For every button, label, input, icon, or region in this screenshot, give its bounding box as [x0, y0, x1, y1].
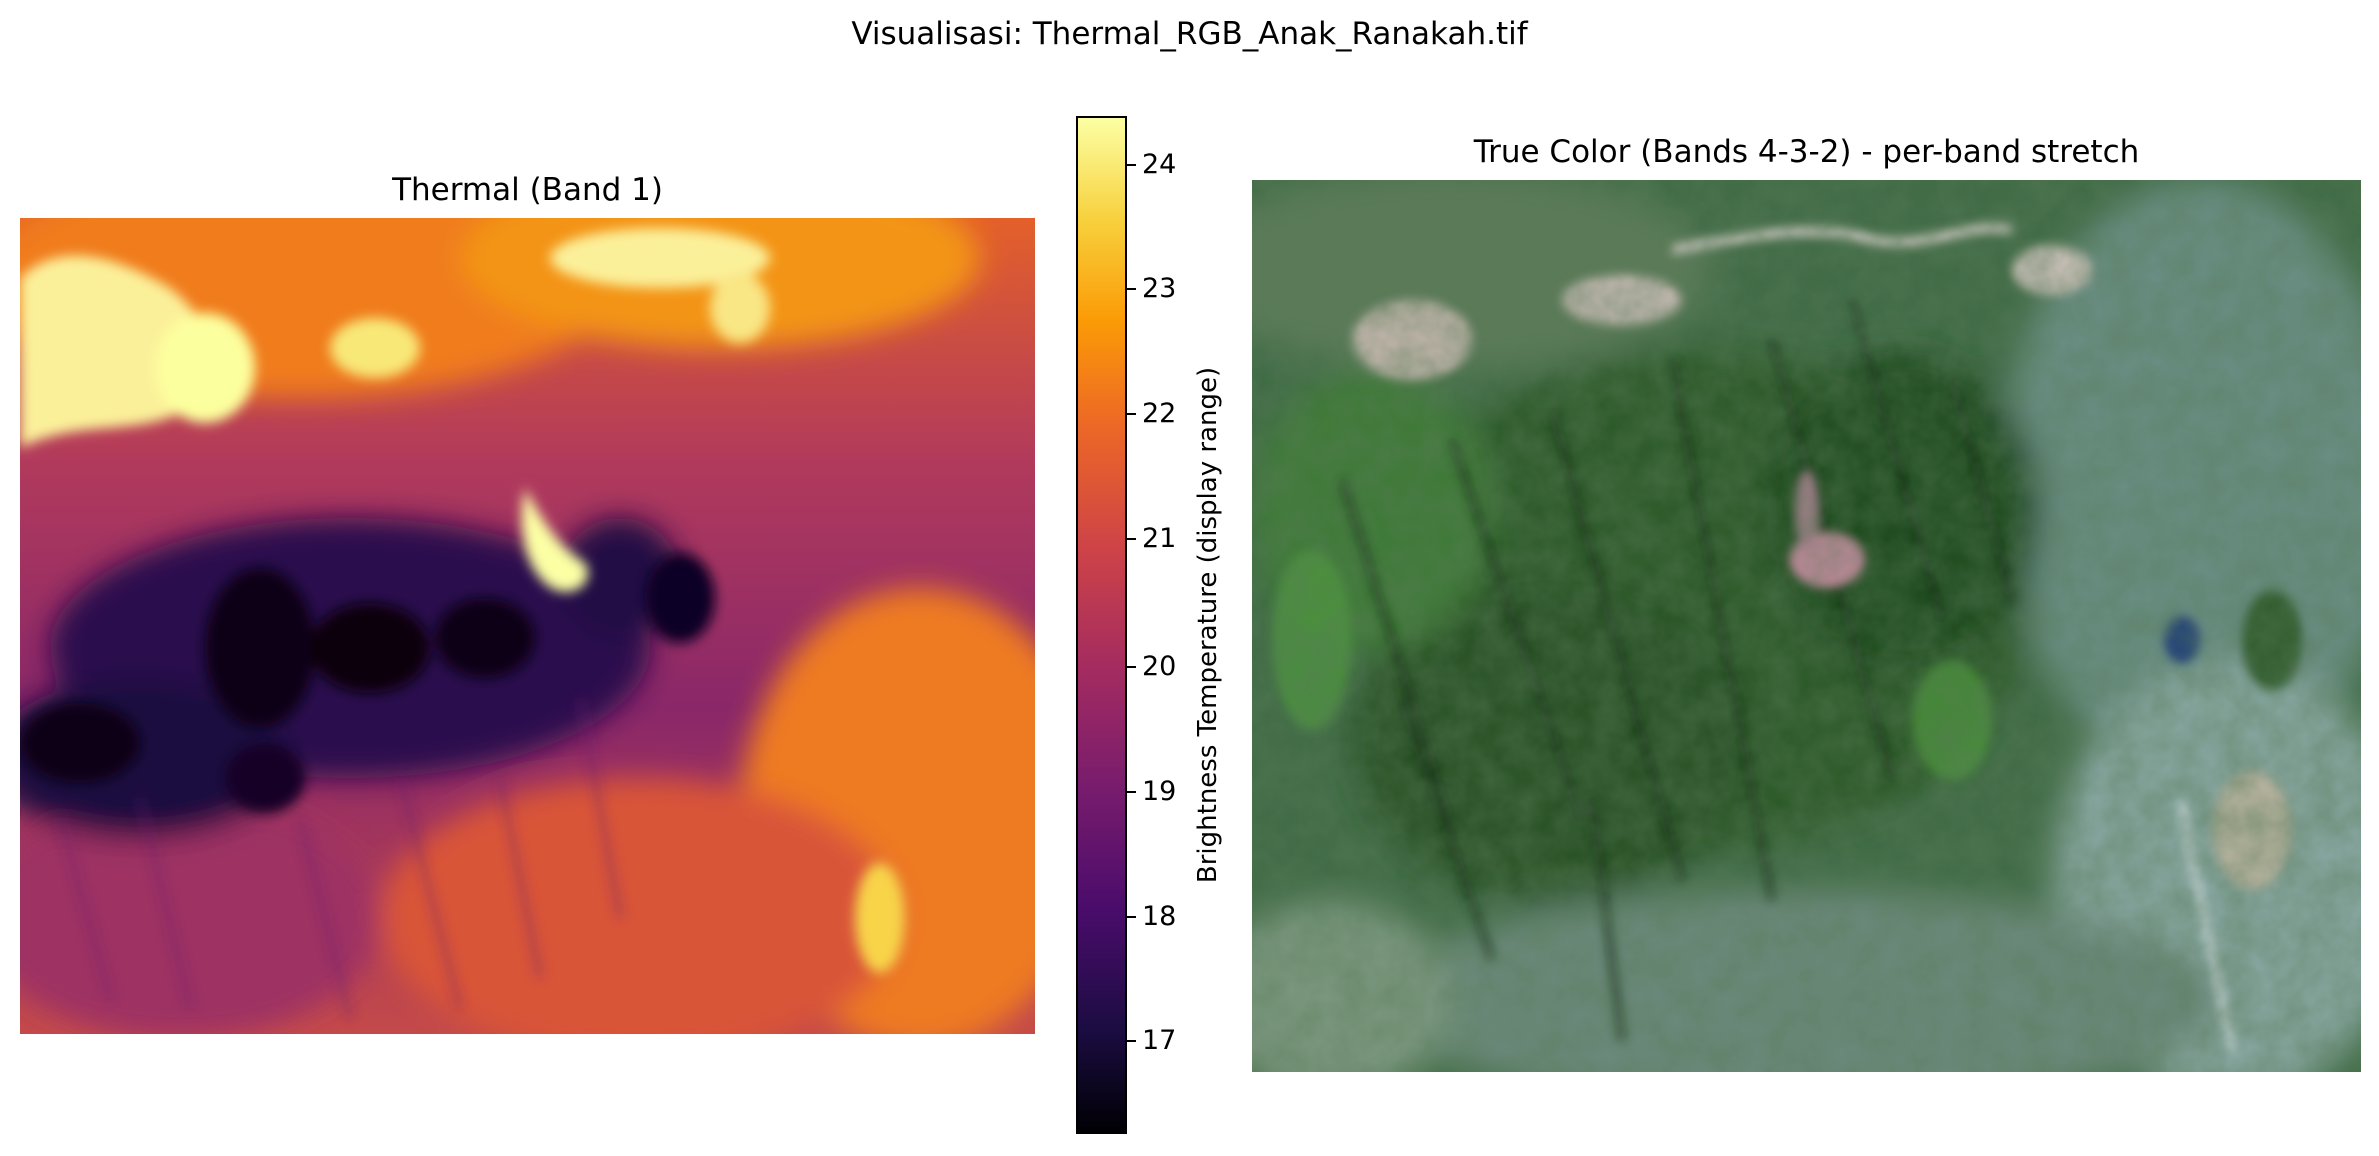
colorbar-tick	[1127, 538, 1136, 540]
thermal-colorbar	[1076, 116, 1127, 1134]
colorbar-tick	[1127, 791, 1136, 793]
colorbar-tick-label: 23	[1142, 273, 1177, 304]
colorbar-tick-label: 17	[1142, 1025, 1177, 1056]
colorbar-tick	[1127, 164, 1136, 166]
colorbar-tick	[1127, 916, 1136, 918]
colorbar-tick-label: 22	[1142, 398, 1177, 429]
figure-suptitle: Visualisasi: Thermal_RGB_Anak_Ranakah.ti…	[851, 16, 1528, 52]
colorbar-tick	[1127, 1040, 1136, 1042]
colorbar-tick-label: 18	[1142, 901, 1177, 932]
thermal-image	[20, 218, 1035, 1034]
colorbar-tick-label: 19	[1142, 776, 1177, 807]
colorbar-tick-label: 24	[1142, 149, 1177, 180]
colorbar-tick-label: 21	[1142, 523, 1177, 554]
colorbar-tick	[1127, 288, 1136, 290]
colorbar-tick-label: 20	[1142, 651, 1177, 682]
rgb-panel-title: True Color (Bands 4-3-2) - per-band stre…	[1473, 134, 2140, 170]
rgb-image	[1252, 180, 2361, 1072]
colorbar-tick	[1127, 666, 1136, 668]
thermal-panel-title: Thermal (Band 1)	[392, 172, 663, 208]
colorbar-tick	[1127, 413, 1136, 415]
colorbar-label: Brightness Temperature (display range)	[1193, 366, 1223, 884]
